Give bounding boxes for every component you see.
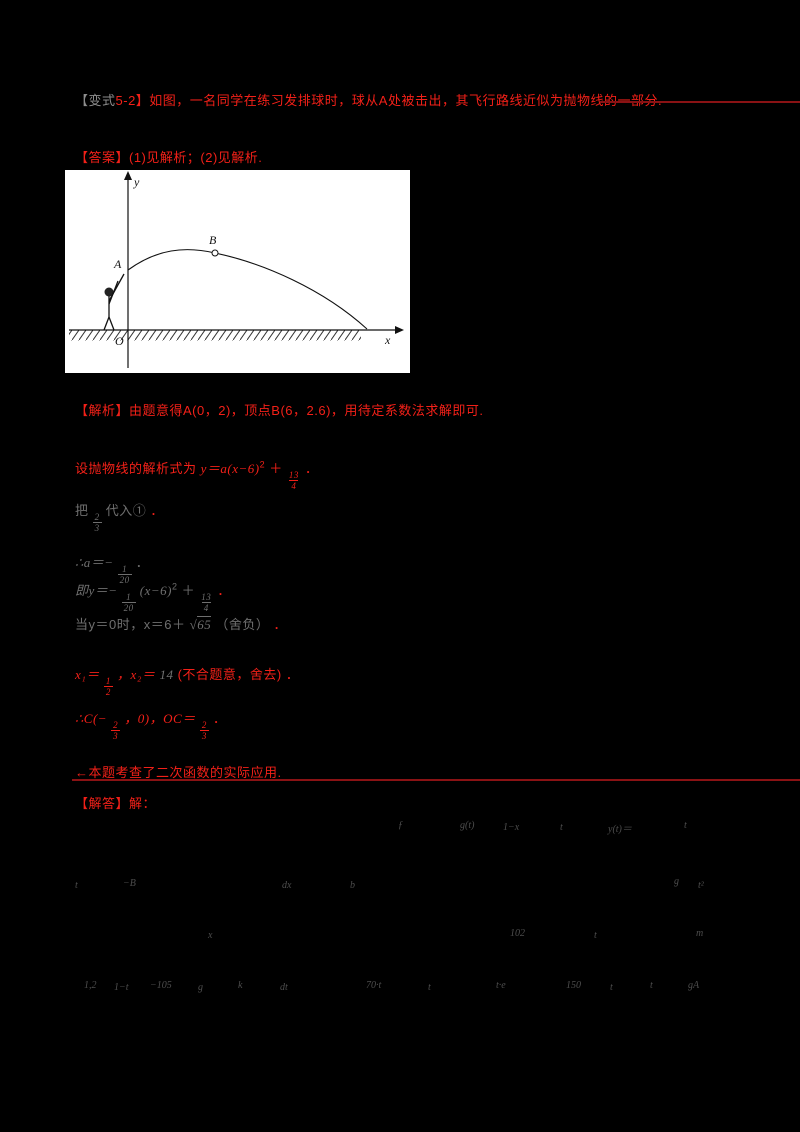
- radical-sign: √: [189, 617, 198, 632]
- y-axis-arrow: [124, 171, 132, 180]
- origin-label: O: [115, 334, 124, 348]
- stick-figure-leg: [103, 316, 110, 331]
- faint-fragment: 150: [566, 980, 581, 991]
- point-a-label: A: [113, 257, 122, 271]
- point-b-marker: [211, 249, 219, 257]
- stick-figure-head: [104, 287, 114, 297]
- sub-lead: 把: [75, 503, 89, 518]
- setup-lead: 设抛物线的解析式为: [75, 461, 197, 476]
- problem-text: 5-2】如图，一名同学在练习发排球时，球从A处被击出，其飞行路线近似为抛物线的一…: [115, 93, 663, 108]
- roots-period: ．: [285, 667, 300, 682]
- eq-fraction1: 1 20: [121, 592, 136, 614]
- setup-fraction: 13 4: [288, 470, 299, 492]
- root-line: 当y＝0时，x＝6＋ √65 （舍负） ．: [75, 614, 287, 633]
- setup-plus: ＋: [269, 461, 283, 476]
- faint-fragment: 1−x: [503, 822, 520, 833]
- faint-fragment: y(t)＝: [608, 824, 632, 835]
- faint-fragment: gA: [688, 980, 700, 991]
- faint-fragment: dt: [280, 982, 288, 993]
- equation-setup-line: 设抛物线的解析式为 y＝a(x−6)2 ＋ 13 4 ．: [75, 458, 319, 492]
- coef-period: ．: [135, 555, 150, 570]
- faint-fragment: t: [428, 982, 431, 993]
- faint-fragment: dx: [282, 880, 292, 891]
- faint-fragment: t·e: [496, 980, 506, 991]
- setup-formula: y＝a(x−6): [200, 461, 260, 476]
- eq-mid: (x−6): [139, 583, 172, 598]
- root-period: ．: [273, 617, 288, 632]
- point-b-label: B: [209, 233, 217, 247]
- coef-fraction: 1 20: [117, 564, 132, 586]
- faint-fragment: g: [674, 876, 679, 887]
- concl-period: ．: [212, 711, 227, 726]
- radicand: 65: [197, 616, 212, 632]
- coef-lead: ∴a＝−: [75, 555, 114, 570]
- faint-fragment: t: [684, 820, 687, 831]
- analysis-line: 【解析】由题意得A(0，2)，顶点B(6，2.6)，用待定系数法求解即可.: [75, 403, 484, 418]
- divider-rule-top: [600, 101, 800, 103]
- problem-tag: 【变式: [75, 93, 116, 108]
- faint-fragment: m: [696, 928, 704, 939]
- faint-fragment: −B: [123, 878, 136, 889]
- divider-rule-bottom: [72, 779, 800, 781]
- sub-mid: 代入①: [105, 503, 147, 518]
- faint-fragment: 1−t: [114, 982, 129, 993]
- stick-figure: [103, 273, 125, 331]
- faint-fragment: g: [198, 982, 203, 993]
- faint-fragment: t²: [698, 880, 704, 891]
- stick-figure-arm2: [108, 280, 119, 305]
- roots-b: ，x₂＝: [117, 667, 156, 682]
- concl-b: ，0)，OC＝: [124, 711, 196, 726]
- comment-line: ←本题考查了二次函数的实际应用.: [75, 765, 282, 780]
- coefficient-line: ∴a＝− 1 20 ．: [75, 552, 149, 586]
- trajectory-svg: y x O A B: [69, 171, 404, 368]
- faint-fragment: t: [75, 880, 78, 891]
- ground-hatching: [69, 330, 361, 341]
- y-axis-label: y: [133, 175, 140, 189]
- result-equation-line: 即y＝− 1 20 (x−6)2 ＋ 13 4 ．: [75, 580, 231, 614]
- x-axis-arrow: [395, 326, 404, 334]
- faint-fragment: 1,2: [84, 980, 97, 991]
- faint-fragment: k: [238, 980, 243, 991]
- root-lead: 当y＝0时，x＝6＋: [75, 617, 186, 632]
- eq-lead: 即y＝−: [75, 583, 118, 598]
- faint-fragment: −105: [150, 980, 172, 991]
- faint-fragment: b: [350, 880, 355, 891]
- eq-period: ．: [217, 583, 231, 598]
- solution-header-line: 【解答】解：: [75, 796, 157, 811]
- faint-fragment: g(t): [460, 820, 475, 831]
- faint-fragment: t: [594, 930, 597, 941]
- roots-d: (不合题意，舍去): [177, 667, 282, 682]
- faint-fragment: x: [208, 930, 213, 941]
- problem-statement-line: 【变式5-2】如图，一名同学在练习发排球时，球从A处被击出，其飞行路线近似为抛物…: [75, 90, 662, 109]
- stick-figure-leg2: [108, 316, 115, 331]
- roots-a: x₁＝: [75, 667, 100, 682]
- faint-fragment: 70·t: [366, 980, 382, 991]
- faint-fragment: 102: [510, 928, 525, 939]
- x-axis-label: x: [384, 333, 391, 347]
- faint-fragment: t: [650, 980, 653, 991]
- faint-fragment: t: [610, 982, 613, 993]
- trajectory-curve: [127, 249, 368, 330]
- faint-fragment: ƒ: [398, 820, 403, 831]
- root-tail: （舍负）: [215, 617, 270, 632]
- concl-a: ∴C(−: [75, 711, 108, 726]
- eq-plus: ＋: [181, 583, 196, 598]
- eq-fraction2: 13 4: [201, 592, 212, 614]
- trajectory-figure: y x O A B: [65, 170, 410, 373]
- roots-c: 14: [159, 667, 174, 682]
- setup-exponent: 2: [259, 459, 266, 470]
- sub-period: ．: [150, 503, 164, 518]
- setup-period: ．: [305, 461, 319, 476]
- faint-fragment: t: [560, 822, 563, 833]
- eq-exponent: 2: [172, 581, 178, 592]
- answer-line: 【答案】(1)见解析；(2)见解析.: [75, 150, 263, 165]
